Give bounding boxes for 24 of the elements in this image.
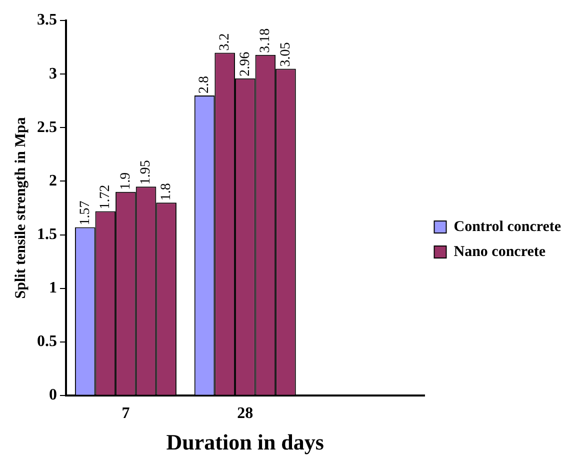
data-label: 1.8	[158, 183, 174, 201]
y-tick-label: 0	[49, 386, 57, 404]
y-tick-label: 1	[49, 279, 57, 296]
y-tick-label: 2.5	[37, 118, 57, 136]
data-label: 2.96	[238, 52, 253, 76]
y-axis-title: Split tensile strength in Mpa	[12, 116, 29, 299]
x-axis-title: Duration in days	[166, 429, 324, 454]
x-tick-label: 28	[237, 405, 254, 422]
data-label: 1.57	[78, 200, 93, 226]
data-label: 3.18	[258, 28, 274, 53]
y-tick-label: 1.5	[37, 226, 57, 243]
legend-label: Control concrete	[454, 218, 562, 235]
legend-label: Nano concrete	[454, 244, 546, 260]
y-tick-label: 0.5	[37, 333, 57, 350]
y-tick-label: 3.5	[37, 12, 57, 29]
x-tick-label: 7	[122, 405, 130, 422]
data-label: 1.9	[118, 172, 134, 190]
data-label: 1.95	[138, 160, 154, 185]
data-label: 1.72	[98, 184, 114, 210]
data-label: 3.2	[217, 33, 232, 51]
y-tick-label: 2	[49, 172, 57, 190]
y-tick-label: 3	[49, 65, 57, 82]
data-label: 2.8	[197, 76, 212, 94]
data-label: 3.05	[278, 42, 294, 67]
